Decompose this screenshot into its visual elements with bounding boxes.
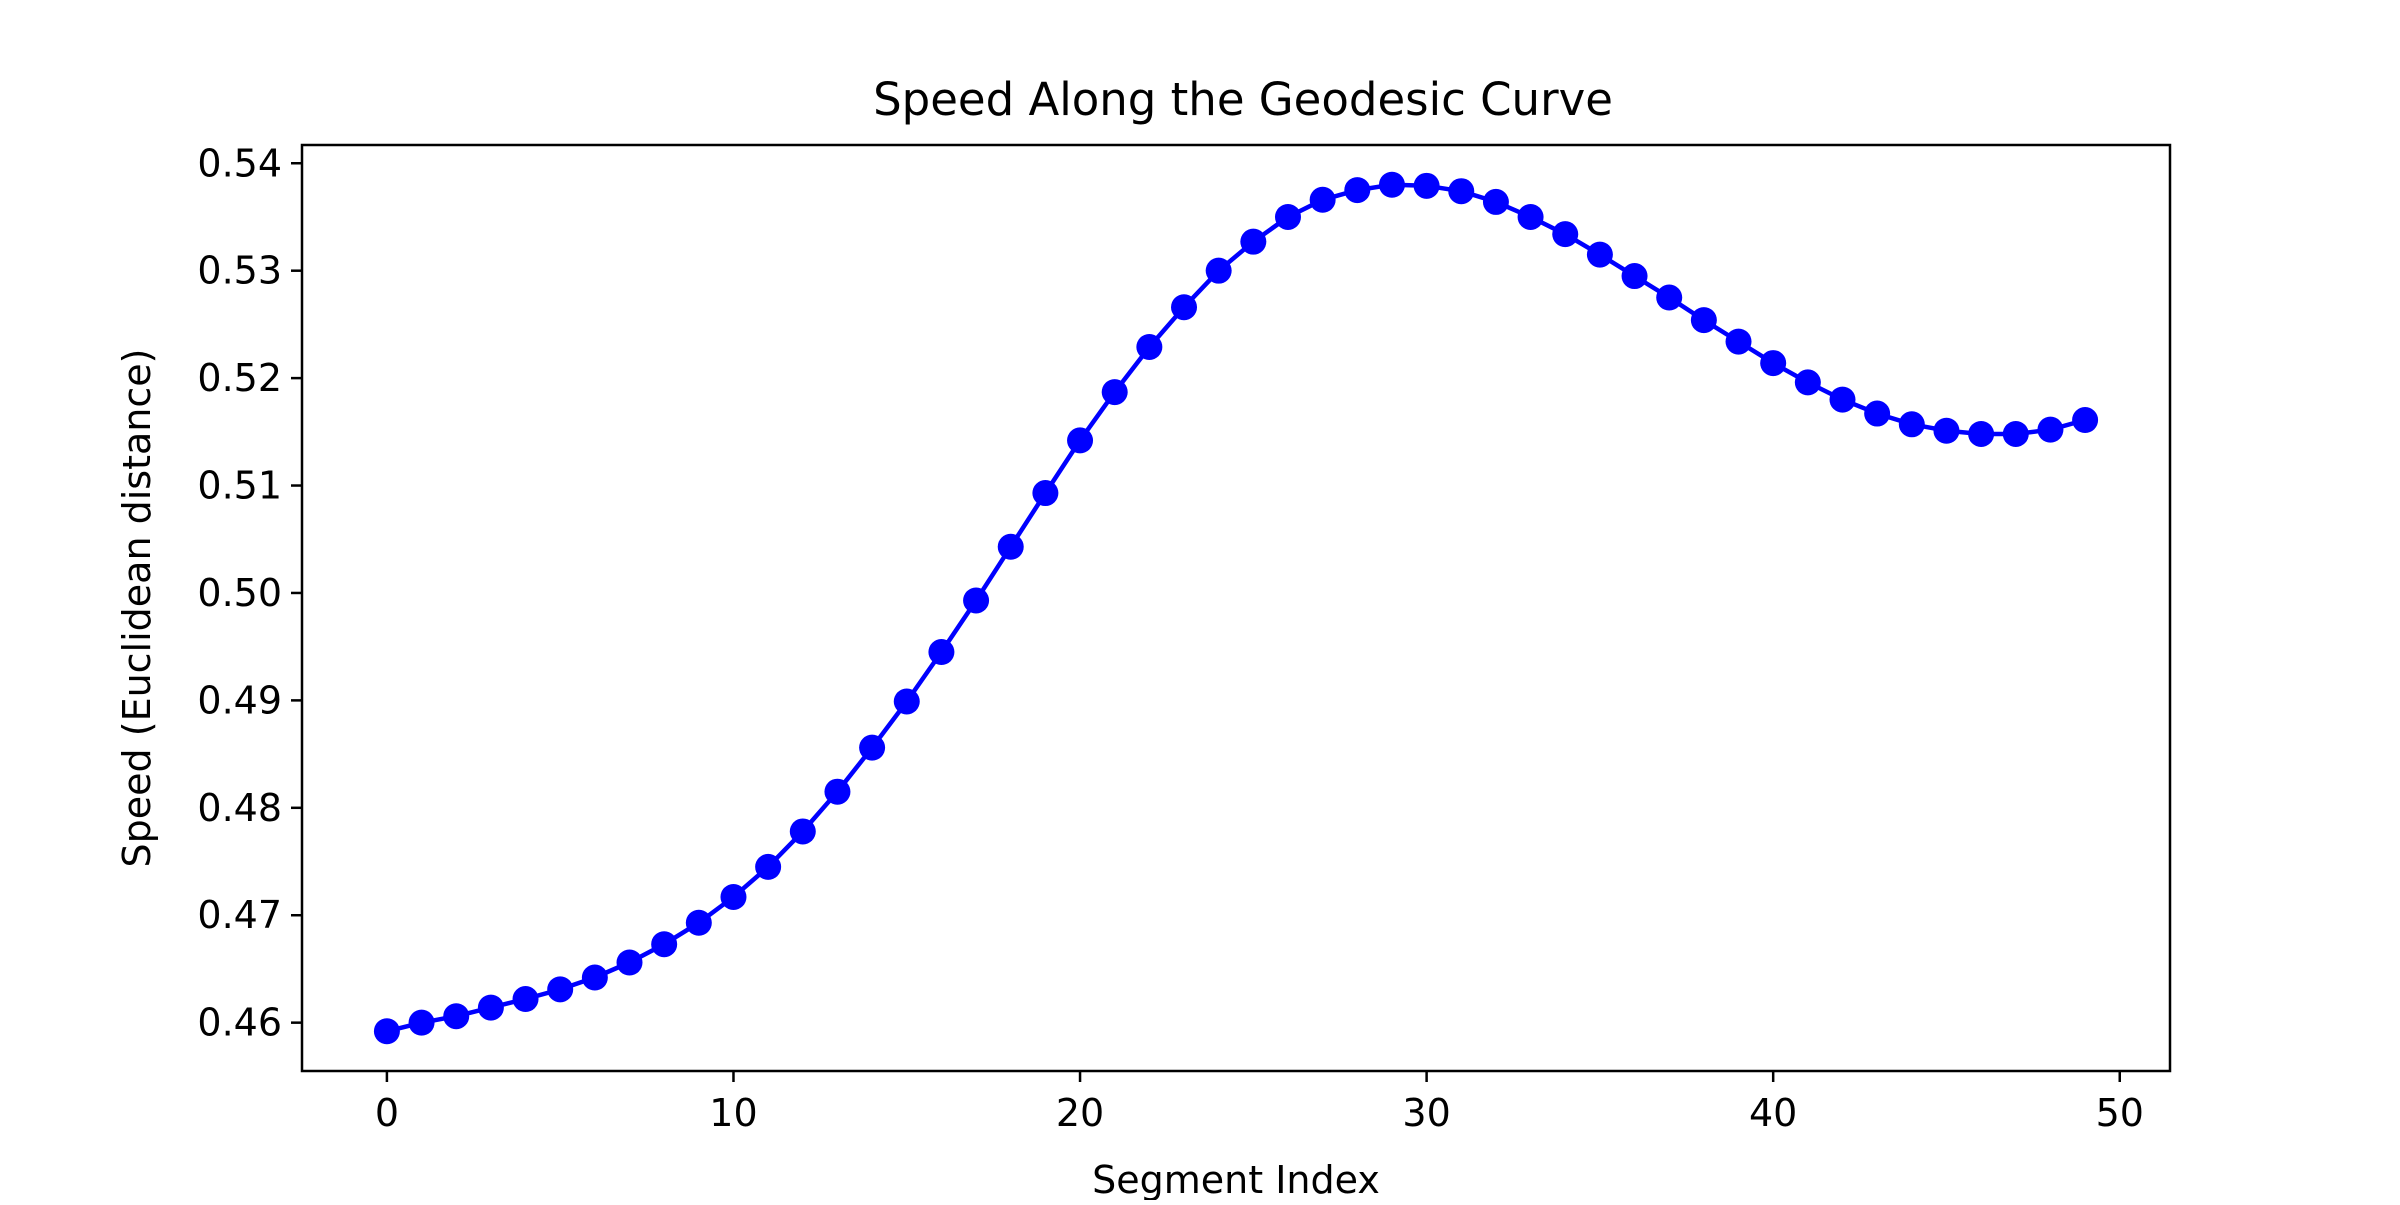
data-point xyxy=(547,976,574,1003)
y-axis: 0.46 0.47 0.48 0.49 0.50 0.51 0.52 0.53 0.54 xyxy=(197,141,302,1045)
data-point xyxy=(1067,427,1094,454)
plot-frame xyxy=(300,143,2172,1073)
y-tick-label: 0.53 xyxy=(197,249,282,293)
x-tick-label: 0 xyxy=(375,1091,399,1135)
y-tick-label: 0.48 xyxy=(197,786,282,830)
data-point xyxy=(1171,294,1198,321)
y-tick-label: 0.49 xyxy=(197,678,282,722)
data-point xyxy=(755,853,782,880)
data-point xyxy=(1621,263,1648,290)
y-tick-label: 0.47 xyxy=(197,893,282,937)
x-tick-label: 20 xyxy=(1056,1091,1104,1135)
data-point xyxy=(1274,203,1301,230)
data-point xyxy=(685,909,712,936)
data-point xyxy=(616,949,643,976)
y-tick-label: 0.52 xyxy=(197,356,282,400)
data-point xyxy=(1725,328,1752,355)
data-point xyxy=(824,778,851,805)
data-point xyxy=(859,734,886,761)
data-point xyxy=(893,688,920,715)
y-tick-label: 0.54 xyxy=(197,141,282,185)
data-point xyxy=(512,986,539,1013)
data-point xyxy=(1898,411,1925,438)
data-point xyxy=(1656,284,1683,311)
data-point xyxy=(373,1018,400,1045)
data-point xyxy=(1136,333,1163,360)
data-point xyxy=(1690,307,1717,334)
x-tick-label: 10 xyxy=(709,1091,757,1135)
data-point xyxy=(443,1003,470,1030)
plot-area xyxy=(373,171,2099,1045)
y-axis-label: Speed (Euclidean distance) xyxy=(115,349,159,868)
data-point xyxy=(1101,379,1128,406)
data-point xyxy=(997,533,1024,560)
chart-title: Speed Along the Geodesic Curve xyxy=(873,73,1613,126)
x-tick-label: 30 xyxy=(1402,1091,1450,1135)
data-point xyxy=(2037,416,2064,443)
data-point xyxy=(581,964,608,991)
data-point xyxy=(1448,178,1475,205)
data-point xyxy=(651,931,678,958)
data-point xyxy=(1344,177,1371,204)
data-point xyxy=(963,587,990,614)
x-axis-label: Segment Index xyxy=(1092,1158,1380,1200)
data-point xyxy=(1968,420,1995,447)
y-tick-label: 0.46 xyxy=(197,1001,282,1045)
data-point xyxy=(408,1009,435,1036)
data-point xyxy=(1552,221,1579,248)
data-point xyxy=(1586,241,1613,268)
x-tick-label: 40 xyxy=(1749,1091,1797,1135)
data-point xyxy=(928,639,955,666)
data-point xyxy=(1933,417,1960,444)
data-point xyxy=(477,994,504,1021)
data-point xyxy=(2072,407,2099,434)
data-point xyxy=(1760,350,1787,377)
y-tick-label: 0.51 xyxy=(197,464,282,508)
data-point xyxy=(1864,400,1891,427)
data-point xyxy=(789,818,816,845)
data-point xyxy=(1794,369,1821,396)
data-point xyxy=(1378,171,1405,198)
data-point xyxy=(1309,186,1336,213)
data-point xyxy=(720,883,747,910)
y-tick-label: 0.50 xyxy=(197,571,282,615)
data-point xyxy=(1240,228,1267,255)
x-axis: 0 10 20 30 40 50 xyxy=(375,1071,2144,1135)
series-line xyxy=(386,182,2086,1034)
data-point xyxy=(1517,203,1544,230)
data-point xyxy=(1482,188,1509,215)
data-point xyxy=(1413,172,1440,199)
data-point xyxy=(2002,420,2029,447)
data-point xyxy=(1032,480,1059,507)
data-point xyxy=(1205,257,1232,284)
x-tick-label: 50 xyxy=(2096,1091,2144,1135)
data-point xyxy=(1829,386,1856,413)
